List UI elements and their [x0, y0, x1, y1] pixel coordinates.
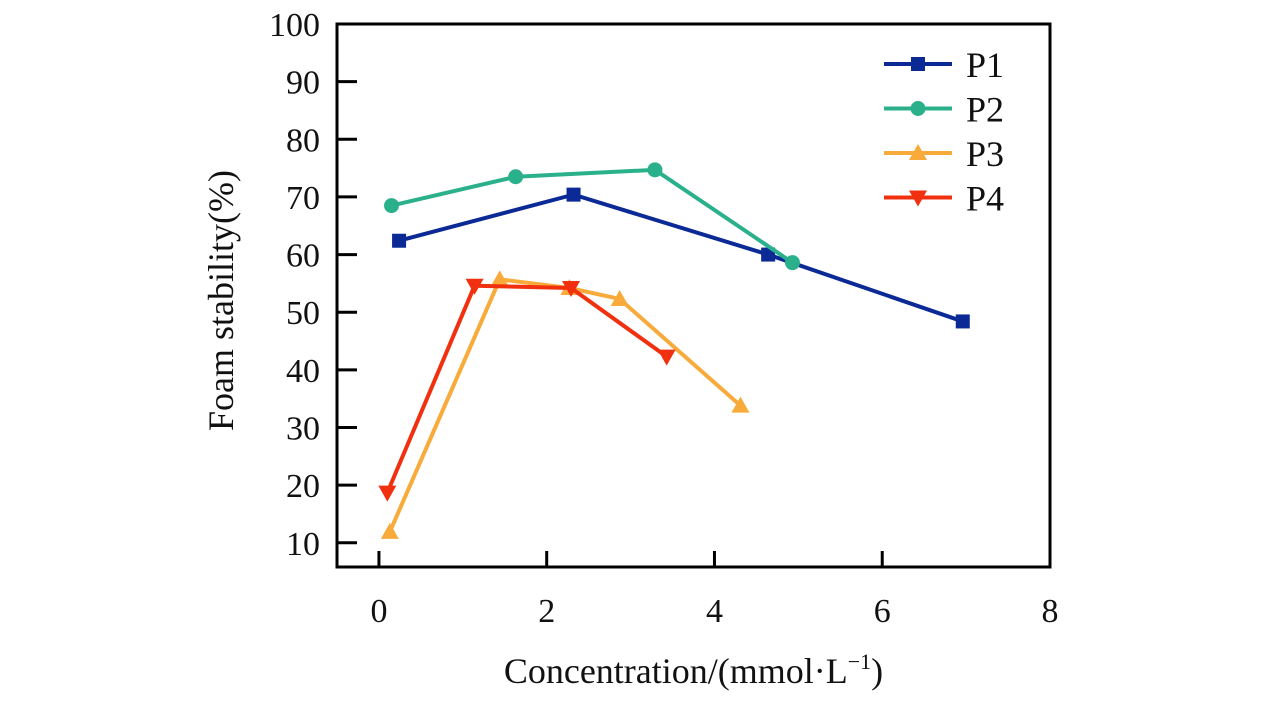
legend-item-p4: P4	[884, 179, 1004, 219]
series-line-p3	[388, 277, 742, 533]
data-point-p2	[384, 198, 400, 214]
y-axis: 10 20 30 40 50 60 70 80 90 100	[269, 7, 357, 563]
data-point-p3	[731, 396, 750, 413]
plot-frame	[335, 22, 1052, 569]
x-axis-title-close: )	[871, 651, 883, 691]
series-line-p2	[391, 167, 794, 265]
data-point-p2	[784, 255, 800, 271]
x-tick-label: 4	[706, 593, 723, 630]
series-p3	[380, 270, 750, 539]
data-point-p3	[610, 289, 629, 306]
data-point-p2	[508, 169, 524, 185]
x-axis-title: Concentration/(mmol·L−1)	[504, 649, 883, 691]
data-point-p2	[647, 162, 663, 178]
y-tick-label: 90	[286, 65, 320, 102]
data-point-p4	[657, 349, 676, 366]
legend-marker	[909, 144, 927, 160]
x-tick-label: 2	[538, 593, 555, 630]
legend-label: P1	[966, 45, 1004, 85]
data-point-p4	[465, 278, 484, 295]
x-tick-label: 8	[1042, 593, 1059, 630]
x-axis-title-main: Concentration/(mmol·L	[504, 651, 848, 691]
series-p1	[392, 187, 970, 329]
data-point-p3	[380, 522, 399, 539]
x-tick-label: 6	[874, 593, 891, 630]
y-tick-label: 60	[286, 238, 320, 275]
series-p2	[384, 162, 800, 271]
data-point-p1	[761, 247, 776, 262]
x-tick-label: 0	[370, 593, 387, 630]
data-point-p1	[566, 187, 581, 202]
y-tick-label: 70	[286, 180, 320, 217]
legend-item-p2: P2	[884, 90, 1004, 130]
series-line-p1	[398, 192, 964, 324]
data-point-p1	[392, 233, 407, 248]
y-tick-label: 30	[286, 411, 320, 448]
legend-item-p3: P3	[884, 134, 1004, 174]
y-tick-label: 10	[286, 526, 320, 563]
data-point-p4	[562, 281, 581, 298]
x-axis-title-superscript: −1	[848, 649, 871, 674]
y-tick-label: 20	[286, 468, 320, 505]
y-tick-label: 80	[286, 122, 320, 159]
legend-item-p1: P1	[884, 45, 1004, 85]
legend-label: P2	[966, 90, 1004, 130]
legend-marker	[911, 57, 925, 71]
series-layer	[378, 162, 970, 539]
legend-marker	[909, 190, 927, 207]
legend-label: P3	[966, 134, 1004, 174]
x-axis: 0 2 4 6 8	[370, 551, 1059, 630]
y-tick-label: 40	[286, 353, 320, 390]
legend-marker	[910, 101, 926, 116]
series-p4	[378, 278, 676, 502]
legend-label: P4	[966, 179, 1004, 219]
data-point-p1	[955, 314, 970, 329]
data-point-p4	[378, 485, 397, 502]
data-point-p3	[490, 270, 509, 287]
y-axis-title: Foam stability(%)	[201, 170, 241, 431]
y-tick-label: 100	[269, 7, 320, 44]
series-line-p4	[385, 283, 668, 494]
y-tick-label: 50	[286, 295, 320, 332]
